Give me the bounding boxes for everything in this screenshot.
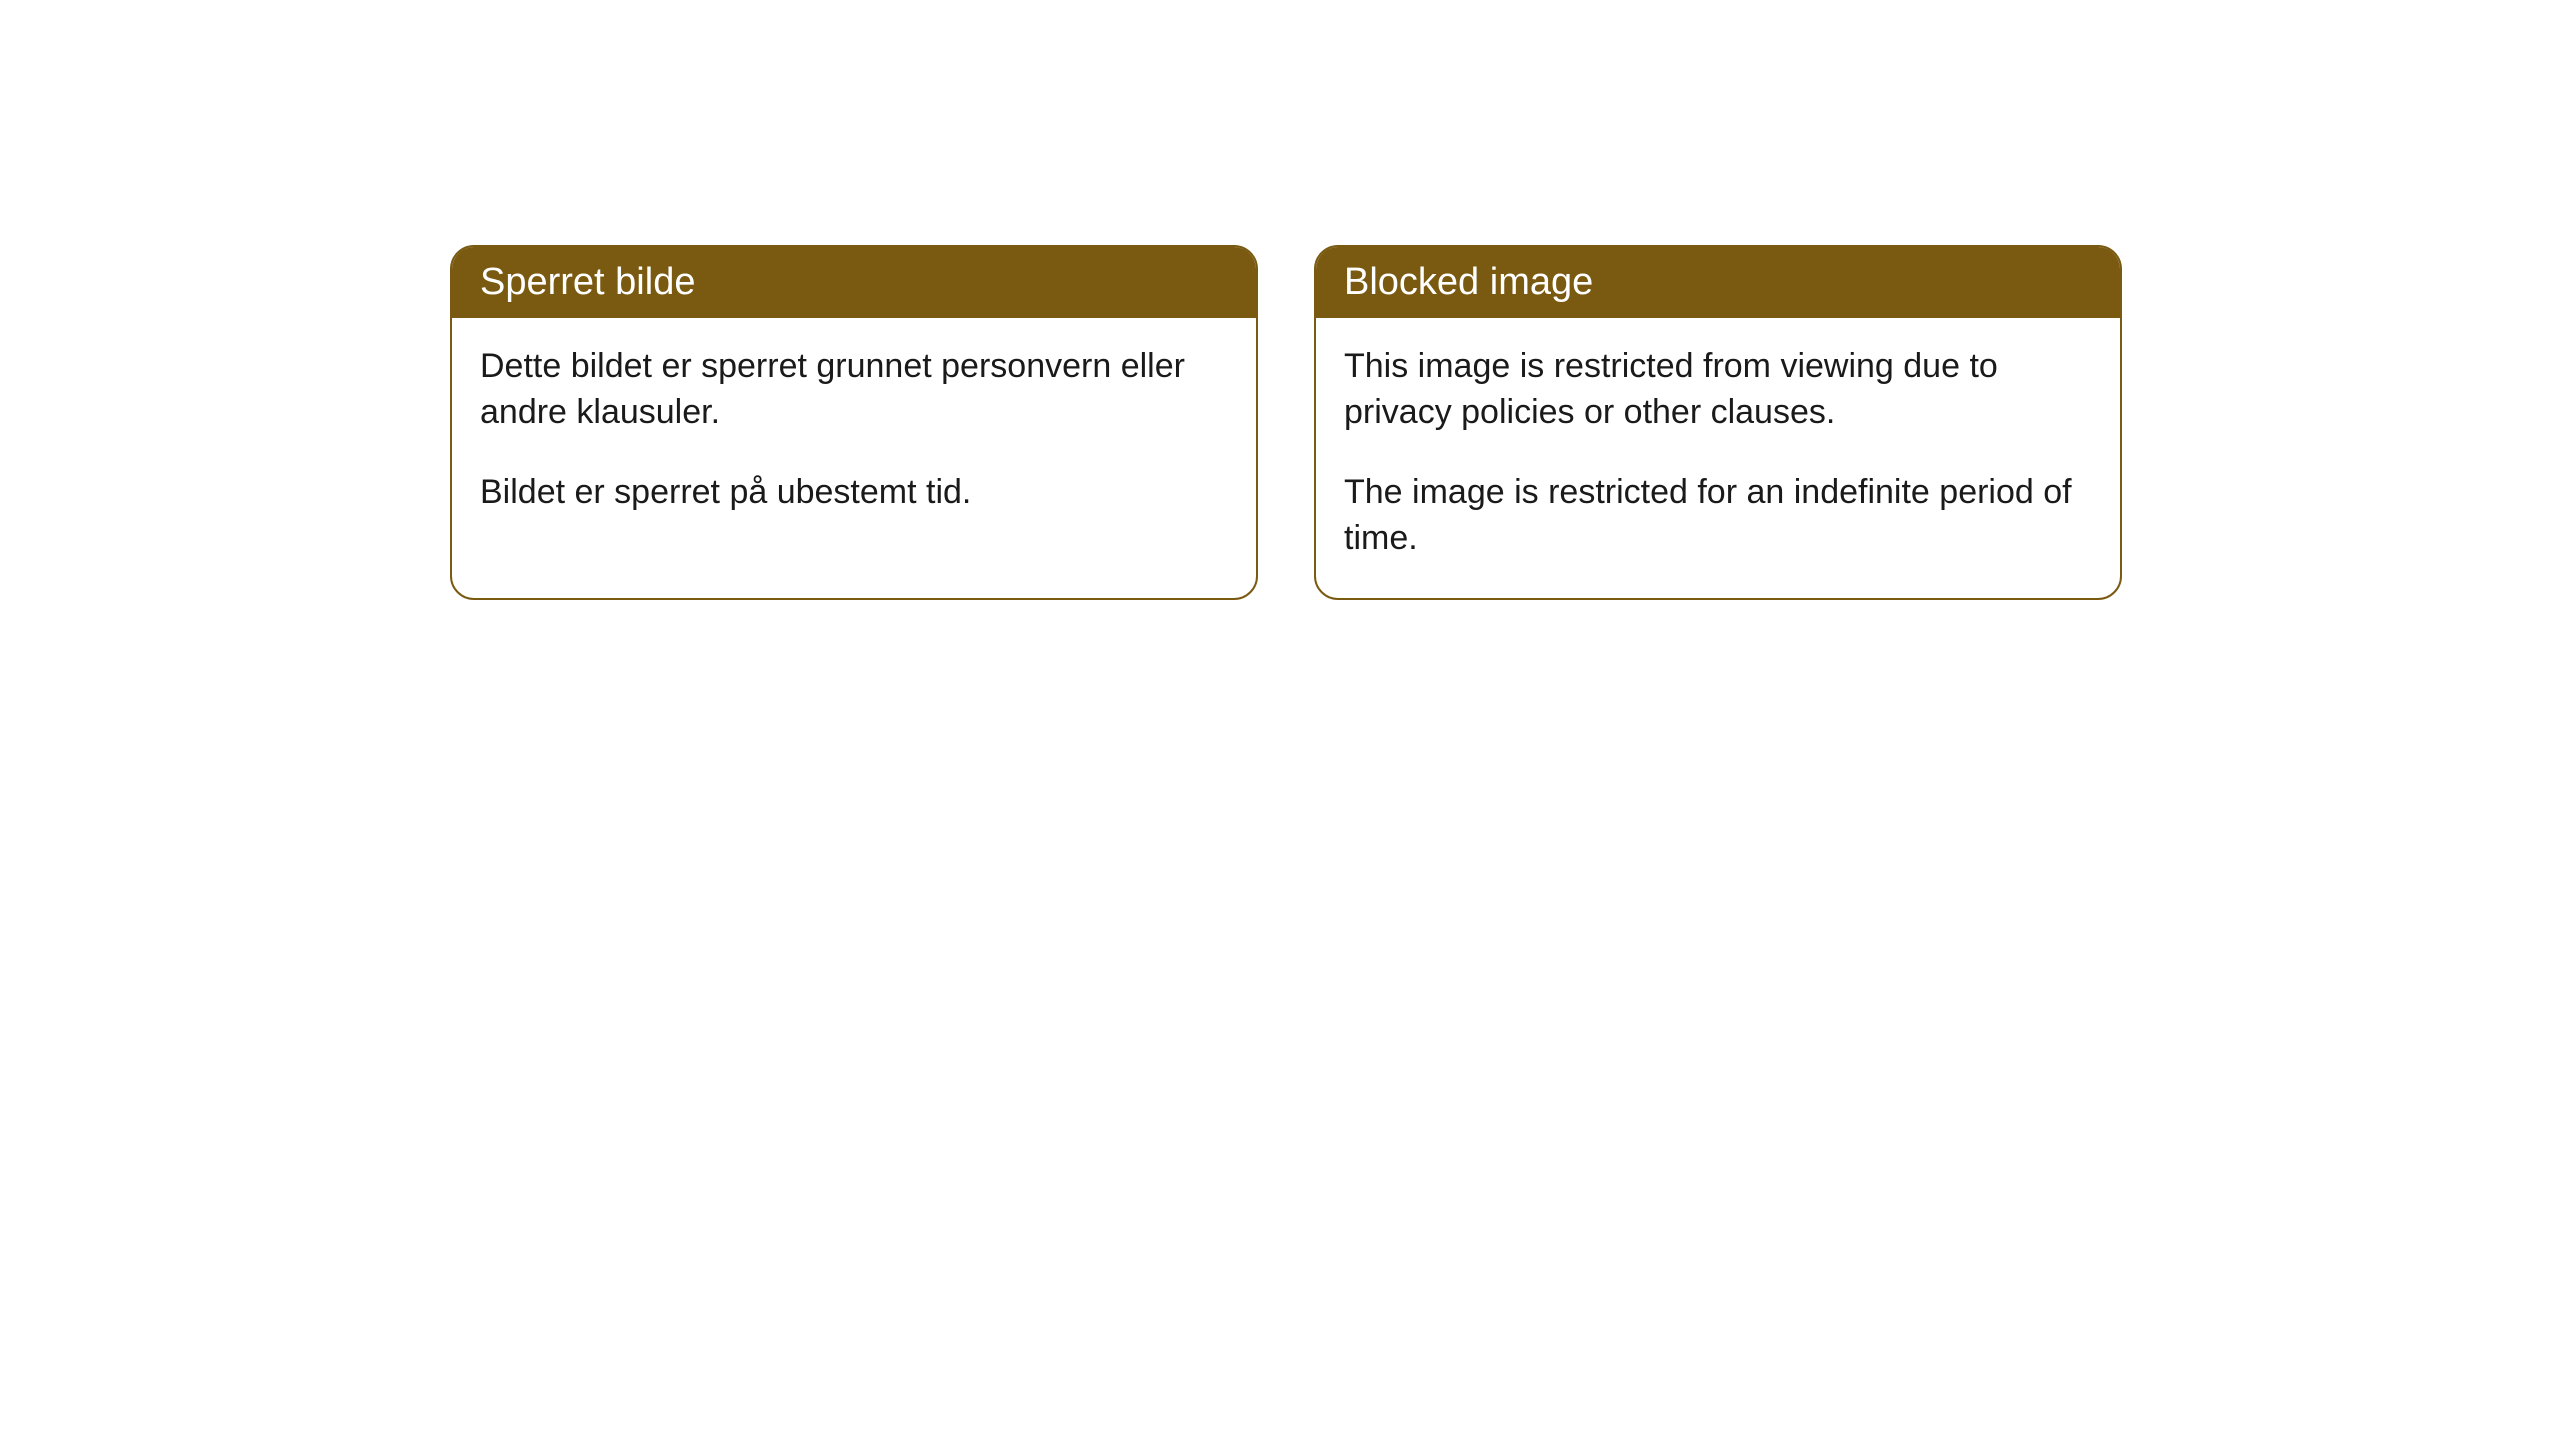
notice-card-english: Blocked image This image is restricted f…: [1314, 245, 2122, 600]
card-paragraph: This image is restricted from viewing du…: [1344, 344, 2092, 436]
card-body-english: This image is restricted from viewing du…: [1316, 318, 2120, 598]
card-title: Sperret bilde: [480, 261, 695, 303]
card-body-norwegian: Dette bildet er sperret grunnet personve…: [452, 318, 1256, 552]
notice-cards-container: Sperret bilde Dette bildet er sperret gr…: [450, 245, 2560, 600]
card-paragraph: Bildet er sperret på ubestemt tid.: [480, 470, 1228, 516]
notice-card-norwegian: Sperret bilde Dette bildet er sperret gr…: [450, 245, 1258, 600]
card-header-norwegian: Sperret bilde: [452, 247, 1256, 318]
card-paragraph: Dette bildet er sperret grunnet personve…: [480, 344, 1228, 436]
card-header-english: Blocked image: [1316, 247, 2120, 318]
card-paragraph: The image is restricted for an indefinit…: [1344, 470, 2092, 562]
card-title: Blocked image: [1344, 261, 1593, 303]
